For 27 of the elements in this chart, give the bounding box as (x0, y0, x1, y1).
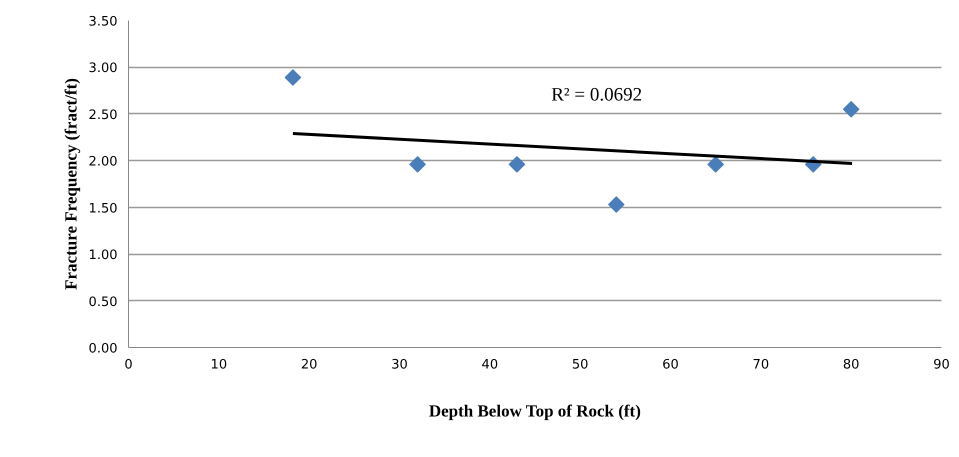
x-tick-label: 40 (482, 358, 498, 372)
y-tick-label: 3.50 (88, 14, 118, 30)
x-tick-label: 70 (752, 358, 770, 372)
point (409, 156, 426, 173)
point (284, 69, 302, 86)
x-tick-label: 30 (391, 358, 408, 372)
x-tick-label: 50 (572, 358, 588, 372)
annotation: R² = 0.0692 (551, 84, 642, 106)
point (508, 156, 526, 173)
y-tick-label: 0.50 (88, 294, 118, 310)
y-tick-label: 2.50 (88, 108, 118, 123)
y-tick-label: 1.00 (88, 248, 118, 264)
y-tick-label: 2.00 (88, 154, 118, 170)
y-axis-title: Fracture Frequency (fract/ft) (62, 78, 81, 290)
x-tick-label: 10 (210, 358, 228, 372)
point (608, 196, 625, 213)
point (707, 156, 724, 173)
x-axis-title: Depth Below Top of Rock (ft) (428, 402, 641, 420)
x-tick-label: 0 (124, 358, 133, 372)
x-tick-label: 80 (842, 358, 860, 372)
y-tick-label: 3.00 (88, 61, 118, 76)
x-tick-label: 60 (662, 358, 679, 372)
y-tick-label: 1.50 (88, 201, 118, 216)
point (842, 100, 860, 118)
x-tick-label: 20 (300, 358, 318, 372)
y-tick-label: 0.00 (88, 342, 118, 356)
x-tick-label: 90 (933, 358, 950, 372)
